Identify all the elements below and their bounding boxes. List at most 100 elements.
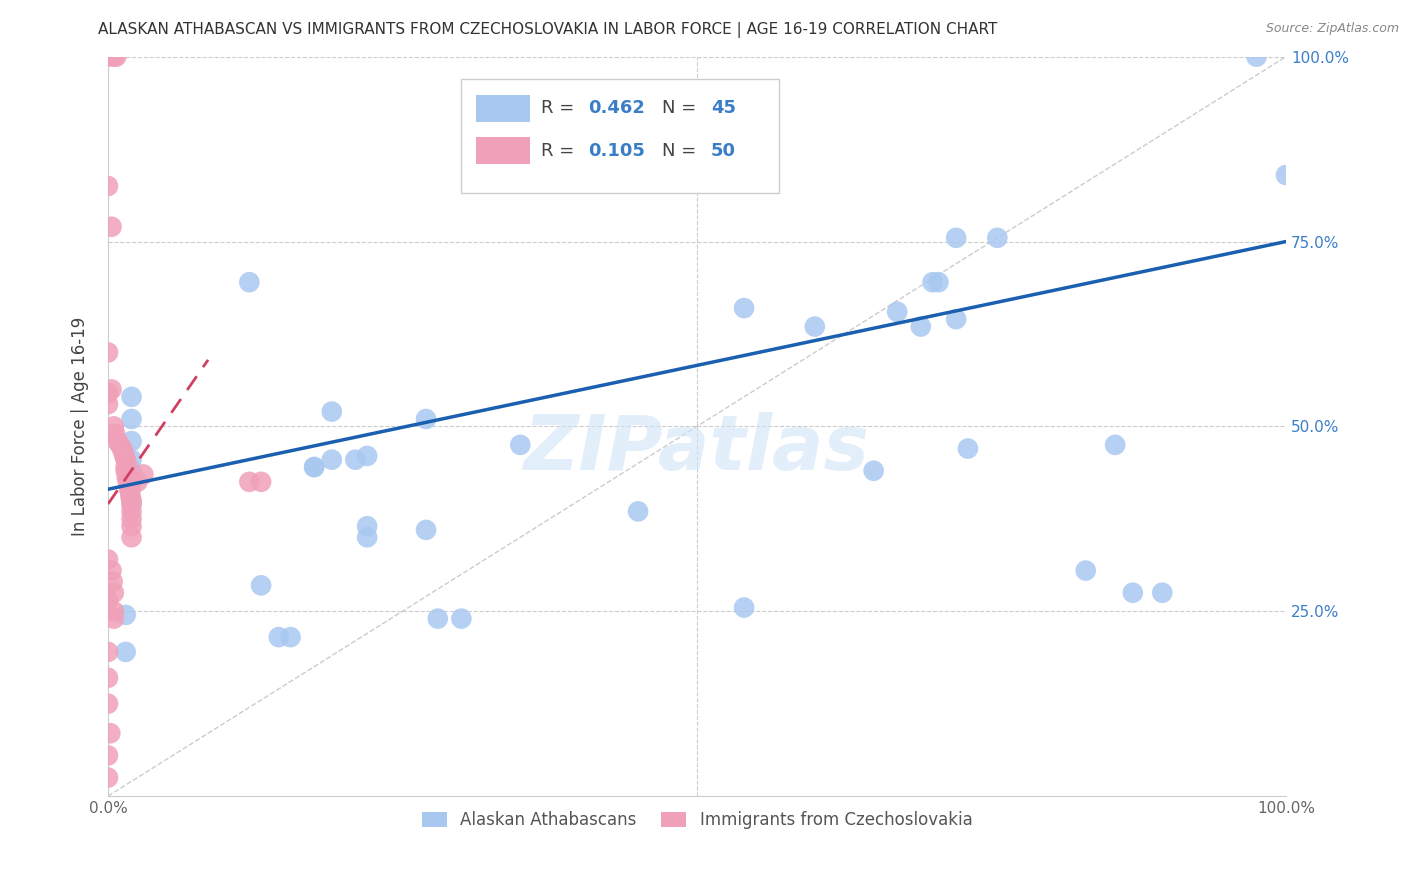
Text: 50: 50 [711,142,737,160]
FancyBboxPatch shape [475,95,530,121]
Point [103,612,125,626]
Point [114,460,136,475]
Point [97,593,120,607]
Point [509,438,531,452]
Point [803,319,825,334]
Text: N =: N = [662,142,702,160]
Point [111,442,134,456]
Point [114,452,136,467]
Point [1122,586,1144,600]
Point [121,390,143,404]
Point [97,552,120,566]
Point [103,50,125,64]
Point [114,607,136,622]
Point [862,464,884,478]
Point [104,426,127,441]
Point [321,452,343,467]
Point [117,475,139,489]
Point [280,630,302,644]
Point [121,512,143,526]
Point [98,726,121,740]
FancyBboxPatch shape [461,78,779,194]
Point [97,671,120,685]
Point [1246,50,1268,64]
Point [927,275,949,289]
Text: 45: 45 [711,99,737,118]
Point [1275,168,1298,182]
Point [121,412,143,426]
Point [302,460,325,475]
Point [100,383,122,397]
Point [127,475,149,489]
Point [97,771,120,785]
Point [105,50,128,64]
Point [97,697,120,711]
Point [97,645,120,659]
Point [115,456,138,470]
Point [97,386,120,401]
Point [132,467,155,482]
Text: 0.462: 0.462 [589,99,645,118]
Point [115,471,138,485]
Point [118,482,141,496]
Point [426,612,449,626]
Text: Source: ZipAtlas.com: Source: ZipAtlas.com [1265,22,1399,36]
Point [100,219,122,234]
Point [114,464,136,478]
Text: R =: R = [541,99,581,118]
Point [103,586,125,600]
Point [250,475,273,489]
Point [733,600,755,615]
Point [356,530,378,544]
Point [108,438,131,452]
Point [112,445,135,459]
Point [886,305,908,319]
Point [97,179,120,194]
Point [103,419,125,434]
Point [450,612,472,626]
Point [945,312,967,326]
Y-axis label: In Labor Force | Age 16-19: In Labor Force | Age 16-19 [72,317,89,536]
Text: R =: R = [541,142,581,160]
Point [321,404,343,418]
Point [120,490,142,504]
Point [356,519,378,533]
Text: ZIPatlas: ZIPatlas [524,411,870,485]
Point [121,504,143,518]
Point [1104,438,1126,452]
Point [97,50,120,64]
Point [121,493,143,508]
Point [114,645,136,659]
Point [733,301,755,315]
Text: 0.105: 0.105 [589,142,645,160]
Point [121,464,143,478]
Point [121,497,143,511]
Point [114,449,136,463]
Point [101,574,124,589]
Point [302,460,325,475]
Point [107,434,129,449]
Point [121,434,143,449]
Point [356,449,378,463]
Point [118,478,141,492]
Point [121,452,143,467]
Point [121,530,143,544]
Text: ALASKAN ATHABASCAN VS IMMIGRANTS FROM CZECHOSLOVAKIA IN LABOR FORCE | AGE 16-19 : ALASKAN ATHABASCAN VS IMMIGRANTS FROM CZ… [98,22,998,38]
Point [121,497,143,511]
Point [267,630,290,644]
Point [956,442,979,456]
Point [415,412,437,426]
Point [100,564,122,578]
Point [986,231,1008,245]
Text: N =: N = [662,99,702,118]
Legend: Alaskan Athabascans, Immigrants from Czechoslovakia: Alaskan Athabascans, Immigrants from Cze… [415,805,979,836]
Point [97,748,120,763]
Point [250,578,273,592]
Point [344,452,367,467]
Point [97,397,120,411]
Point [945,231,967,245]
Point [1074,564,1097,578]
Point [627,504,650,518]
Point [97,345,120,359]
Point [115,467,138,482]
